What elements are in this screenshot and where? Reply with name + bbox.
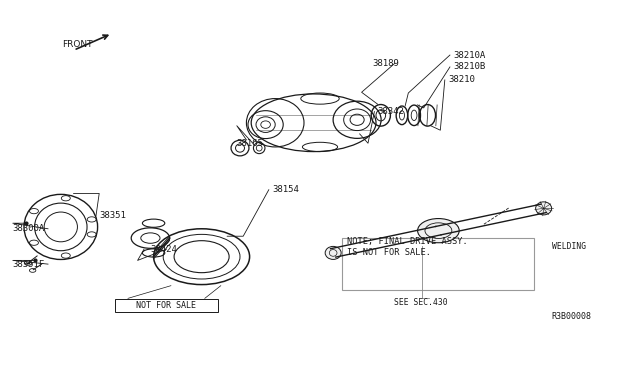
Text: WELDING: WELDING (552, 242, 586, 251)
Text: SEE SEC.430: SEE SEC.430 (394, 298, 447, 307)
Text: 38300A: 38300A (13, 224, 45, 233)
Text: 38210B: 38210B (453, 62, 485, 71)
Text: NOTE; FINAL DRIVE ASSY.: NOTE; FINAL DRIVE ASSY. (347, 237, 468, 246)
Text: 38165: 38165 (237, 139, 264, 148)
Text: 38210: 38210 (448, 76, 475, 84)
Bar (115, 299, 218, 312)
Text: FRONT: FRONT (62, 40, 93, 49)
Text: NOT FOR SALE: NOT FOR SALE (136, 301, 196, 310)
Text: 38154: 38154 (272, 185, 299, 194)
Text: R3B00008: R3B00008 (552, 312, 591, 321)
Ellipse shape (325, 246, 341, 259)
Bar (342, 238, 534, 290)
Text: IS NOT FOR SALE.: IS NOT FOR SALE. (347, 248, 431, 257)
Text: 38351: 38351 (99, 211, 126, 220)
Text: 38342: 38342 (378, 107, 404, 116)
Ellipse shape (536, 202, 552, 215)
Text: 38424: 38424 (150, 245, 177, 254)
Text: 38351F: 38351F (13, 260, 45, 269)
Text: 38189: 38189 (372, 59, 399, 68)
Text: 38210A: 38210A (453, 51, 485, 60)
Ellipse shape (418, 219, 460, 243)
